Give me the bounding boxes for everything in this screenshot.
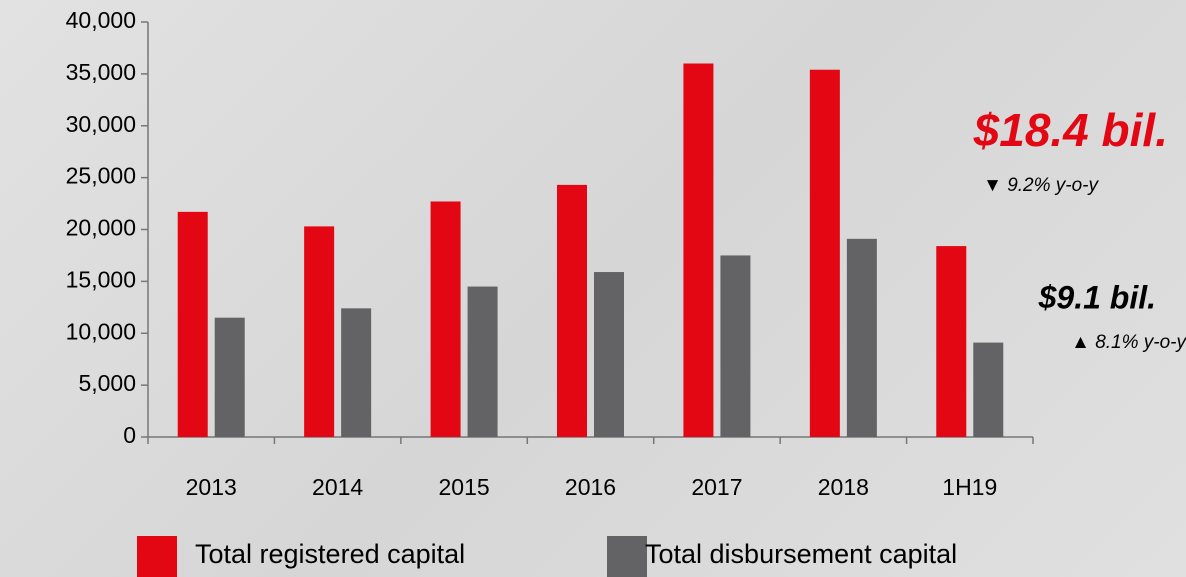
y-tick-label: 20,000 [66, 215, 136, 241]
bar [557, 184, 587, 437]
bar [214, 317, 245, 437]
bar [467, 286, 498, 437]
legend-label: Total disbursement capital [645, 539, 957, 569]
y-tick-label: 25,000 [66, 163, 136, 189]
x-tick-label: 2013 [186, 474, 237, 500]
x-tick-label: 1H19 [942, 474, 997, 500]
y-tick-label: 5,000 [78, 370, 136, 396]
y-tick-label: 10,000 [66, 318, 136, 344]
x-tick-label: 2014 [312, 474, 363, 500]
bar [177, 211, 208, 437]
legend-swatch [607, 536, 647, 577]
x-tick-label: 2015 [438, 474, 489, 500]
legend-label: Total registered capital [195, 539, 465, 569]
bar [936, 246, 967, 437]
bar [430, 201, 461, 437]
annotation-note: ▲ 8.1% y-o-y [1071, 332, 1186, 353]
y-tick-label: 30,000 [66, 111, 136, 137]
bar [304, 226, 335, 437]
bar [683, 63, 714, 437]
bar [846, 238, 877, 437]
annotation-note: ▼ 9.2% y-o-y [983, 175, 1099, 196]
bar [809, 69, 840, 437]
annotation: $9.1 bil. [1038, 279, 1156, 315]
y-tick-label: 0 [123, 422, 136, 448]
x-tick-label: 2017 [691, 474, 742, 500]
y-tick-label: 35,000 [66, 59, 136, 85]
y-tick-label: 15,000 [66, 266, 136, 292]
y-tick-label: 40,000 [66, 7, 136, 33]
bar [973, 342, 1004, 437]
bar [720, 255, 751, 437]
bar [341, 308, 372, 437]
annotation: $18.4 bil. [973, 104, 1168, 156]
bar [594, 272, 624, 437]
x-tick-label: 2018 [818, 474, 869, 500]
x-tick-label: 2016 [565, 474, 616, 500]
legend-swatch [137, 536, 177, 577]
